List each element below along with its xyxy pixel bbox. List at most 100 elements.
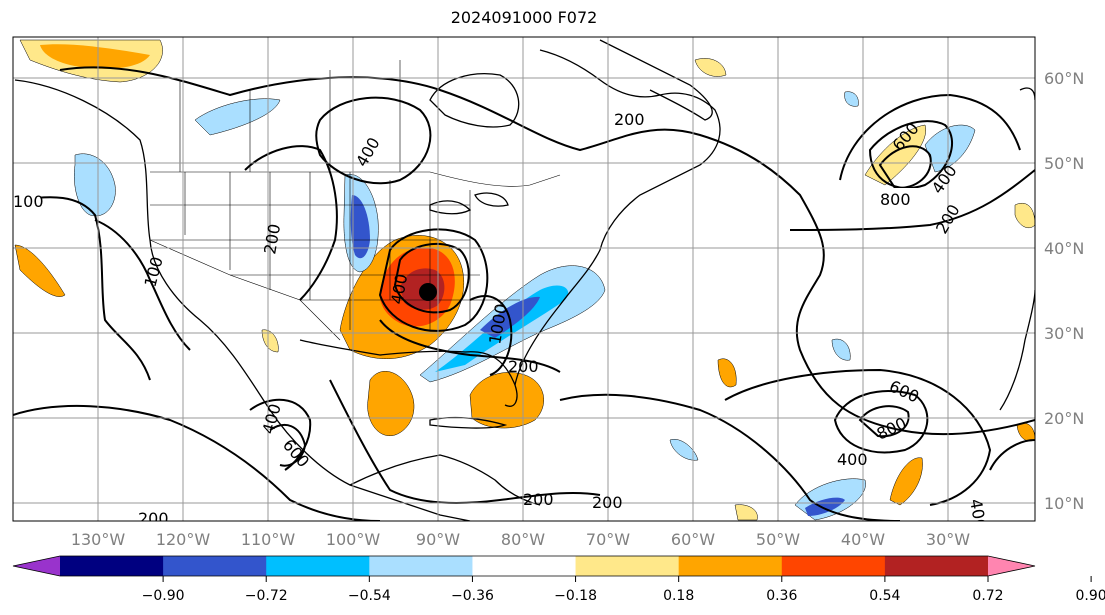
political-boundaries — [149, 60, 561, 341]
central-america — [349, 454, 541, 506]
contour-600-atlantic-south — [833, 390, 929, 454]
lat-label: 50°N — [1044, 154, 1084, 173]
lon-label: 60°W — [671, 530, 715, 549]
contour-100-west — [94, 219, 191, 351]
contour-label: 200 — [614, 110, 645, 129]
colorbar-segment — [781, 556, 886, 576]
colorbar-tick-labels: −0.90 −0.72 −0.54 −0.36 −0.18 0.18 0.36 0.54 0.7… — [142, 576, 1105, 604]
colorbar-segments — [60, 556, 989, 576]
lat-label: 60°N — [1044, 69, 1084, 88]
longitude-labels: 130°W 120°W 110°W 100°W 90°W 80°W 70°W 6… — [71, 530, 970, 549]
colorbar-segment — [369, 556, 473, 576]
warm-anomaly-small-2 — [717, 358, 737, 388]
latitude-labels: 60°N 50°N 40°N 30°N 20°N 10°N — [1044, 69, 1084, 513]
gulf-coast — [299, 339, 518, 407]
shaded-anomaly-fields — [14, 39, 1035, 521]
lon-label: 70°W — [586, 530, 630, 549]
warm-anomaly-north-atlantic — [864, 124, 927, 186]
canada-provinces — [179, 60, 401, 172]
contour-label: 200 — [138, 509, 169, 528]
contour-label: 800 — [880, 190, 911, 209]
lat-label: 30°N — [1044, 324, 1084, 343]
warm-anomaly-small-1 — [694, 58, 727, 77]
colorbar-segment — [884, 556, 989, 576]
contour-200-central — [244, 145, 338, 301]
cool-anomaly-tropical-core — [805, 497, 845, 516]
contour-label: 100 — [13, 192, 44, 211]
warm-anomaly-east-pac — [14, 244, 66, 297]
contour-800-atlantic-north — [878, 145, 932, 190]
colorbar-tick-label: 0.90 — [1076, 588, 1105, 604]
contour-400-far-east — [989, 439, 1035, 471]
lat-label: 20°N — [1044, 409, 1084, 428]
lon-label: 110°W — [241, 530, 296, 549]
cool-anomaly-canada — [194, 98, 281, 136]
contour-600-atlantic-north — [868, 120, 954, 190]
contour-400-atlantic-south — [724, 368, 992, 506]
us-mexico-border — [149, 239, 341, 341]
colorbar-segment — [163, 556, 267, 576]
colorbar-tick-label: −0.36 — [451, 588, 494, 604]
contour-label: 400 — [837, 450, 868, 469]
colorbar-segment — [60, 556, 164, 576]
contour-200-sw — [13, 404, 381, 521]
colorbar-tick-label: −0.54 — [348, 588, 391, 604]
contour-400-atlantic-north — [839, 93, 1021, 181]
map-plot-area: 200 100 200 200 200 200 400 400 400 400 … — [13, 37, 1035, 530]
colorbar-extend-low — [13, 556, 60, 576]
contour-200-south-atlantic — [559, 393, 901, 521]
lat-label: 40°N — [1044, 239, 1084, 258]
lat-label: 10°N — [1044, 494, 1084, 513]
contour-600-mexico — [269, 424, 307, 467]
cool-anomaly-pacific-nw — [74, 153, 116, 217]
colorbar-tick-label: −0.90 — [142, 588, 185, 604]
contour-1000 — [469, 295, 513, 376]
warm-anomaly-gulf — [367, 371, 415, 437]
west-africa — [999, 289, 1035, 411]
colorbar: −0.90 −0.72 −0.54 −0.36 −0.18 0.18 0.36 0.54 0.7… — [12, 555, 1105, 604]
warm-anomaly-mexico — [261, 329, 279, 353]
hudson-bay — [429, 73, 520, 128]
east-coast — [514, 49, 721, 386]
cool-anomaly-plains-core — [350, 195, 370, 259]
colorbar-tick-label: 0.36 — [766, 588, 797, 604]
lon-label: 50°W — [756, 530, 800, 549]
colorbar-segment — [266, 556, 370, 576]
greenland — [599, 39, 713, 121]
contour-label: 400 — [966, 497, 990, 530]
lon-label: 30°W — [926, 530, 970, 549]
lon-label: 90°W — [416, 530, 460, 549]
colorbar-extend-high — [988, 556, 1035, 576]
contour-400-east — [379, 319, 561, 373]
colorbar-tick-label: 0.72 — [972, 588, 1003, 604]
colorbar-tick-label: 0.54 — [869, 588, 900, 604]
map-title: 2024091000 F072 — [450, 8, 598, 27]
lon-label: 100°W — [326, 530, 381, 549]
contour-label: 200 — [592, 493, 623, 512]
colorbar-segment — [472, 556, 577, 576]
contour-200-gulf — [329, 379, 601, 504]
warm-anomaly-alaska-core — [40, 44, 150, 69]
contour-800-atlantic-south — [858, 405, 910, 438]
graticule — [13, 37, 1035, 521]
colorbar-tick-label: 0.18 — [663, 588, 694, 604]
coastlines — [14, 39, 1035, 521]
lon-label: 40°W — [841, 530, 885, 549]
contour-200-west — [13, 196, 151, 381]
cool-anomaly-small-3 — [831, 338, 851, 361]
map-frame — [12, 36, 1036, 522]
contour-200-atlantic-north — [789, 169, 1035, 231]
colorbar-tick-label: −0.18 — [554, 588, 597, 604]
state-lines — [150, 172, 520, 330]
cool-anomaly-north-atlantic — [924, 124, 976, 173]
contour-hurricane-rings — [378, 228, 489, 332]
colorbar-segment — [575, 556, 680, 576]
height-contours — [13, 66, 1035, 521]
colorbar-tick-label: −0.72 — [245, 588, 288, 604]
colorbar-segment — [678, 556, 783, 576]
contour-label: 200 — [508, 357, 539, 376]
warm-anomaly-small-4 — [734, 504, 758, 521]
lon-label: 130°W — [71, 530, 126, 549]
contour-label: 200 — [523, 490, 554, 509]
